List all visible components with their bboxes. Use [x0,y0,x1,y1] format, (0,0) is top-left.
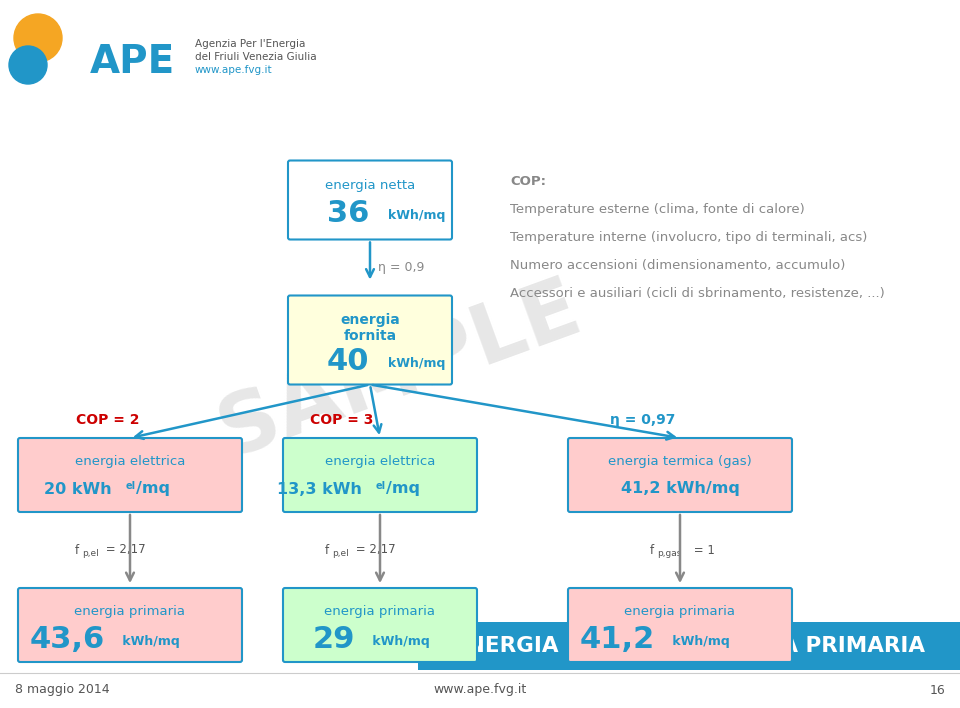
Text: = 2,17: = 2,17 [352,544,396,556]
Bar [418,622,960,670]
Text: Agenzia Per l'Energia: Agenzia Per l'Energia [195,39,305,49]
Text: energia primaria: energia primaria [75,605,185,617]
Text: 29: 29 [313,624,355,653]
Text: /mq: /mq [136,481,170,496]
Text: energia elettrica: energia elettrica [324,455,435,467]
Circle shape [14,14,62,62]
Text: kWh/mq: kWh/mq [388,358,445,370]
Text: www.ape.fvg.it: www.ape.fvg.it [433,683,527,697]
Text: Temperature interne (involucro, tipo di terminali, acs): Temperature interne (involucro, tipo di … [510,231,868,244]
FancyBboxPatch shape [18,438,242,512]
FancyBboxPatch shape [568,438,792,512]
Text: Accessori e ausiliari (cicli di sbrinamento, resistenze, ...): Accessori e ausiliari (cicli di sbriname… [510,287,885,300]
Text: = 1: = 1 [690,544,715,556]
Text: 43,6: 43,6 [30,624,105,653]
Text: energia primaria: energia primaria [625,605,735,617]
Text: Temperature esterne (clima, fonte di calore): Temperature esterne (clima, fonte di cal… [510,203,804,216]
Text: 16: 16 [929,683,945,697]
FancyBboxPatch shape [283,588,477,662]
Text: 40: 40 [326,348,370,377]
Text: kWh/mq: kWh/mq [118,634,180,648]
Text: energia primaria: energia primaria [324,605,436,617]
Text: 41,2 kWh/mq: 41,2 kWh/mq [620,481,739,496]
Text: f: f [650,544,654,556]
Text: /mq: /mq [386,481,420,496]
Text: = 2,17: = 2,17 [102,544,146,556]
FancyBboxPatch shape [288,295,452,384]
Text: η = 0,9: η = 0,9 [378,261,424,274]
FancyBboxPatch shape [288,161,452,239]
FancyBboxPatch shape [283,438,477,512]
Text: kWh/mq: kWh/mq [388,210,445,222]
Text: COP:: COP: [510,175,546,188]
Text: el: el [376,481,386,491]
Circle shape [9,46,47,84]
Text: kWh/mq: kWh/mq [668,634,730,648]
Text: energia elettrica: energia elettrica [75,455,185,467]
Text: Numero accensioni (dimensionamento, accumulo): Numero accensioni (dimensionamento, accu… [510,259,846,272]
FancyBboxPatch shape [568,588,792,662]
Text: f: f [325,544,329,556]
Text: 36: 36 [326,200,370,229]
Text: fornita: fornita [344,329,396,343]
Text: SAMPLE: SAMPLE [208,267,591,473]
Text: 41,2: 41,2 [580,624,655,653]
Text: p,gas: p,gas [657,549,682,557]
Text: energia netta: energia netta [324,180,415,193]
Text: p,el: p,el [332,549,348,557]
Text: del Friuli Venezia Giulia: del Friuli Venezia Giulia [195,52,317,62]
Text: APE: APE [90,43,176,81]
Text: kWh/mq: kWh/mq [368,634,430,648]
Text: COP = 3: COP = 3 [310,413,373,427]
Text: energia: energia [340,313,400,327]
Text: p,el: p,el [82,549,99,557]
Text: www.ape.fvg.it: www.ape.fvg.it [195,65,273,75]
Text: f: f [75,544,79,556]
FancyBboxPatch shape [18,588,242,662]
Text: 8 maggio 2014: 8 maggio 2014 [15,683,109,697]
Text: energia termica (gas): energia termica (gas) [608,455,752,467]
Text: 13,3 kWh: 13,3 kWh [277,481,362,496]
Text: ENERGIA NETTA ED ENERGIA PRIMARIA: ENERGIA NETTA ED ENERGIA PRIMARIA [452,636,925,656]
Text: η = 0,97: η = 0,97 [610,413,676,427]
Text: 20 kWh: 20 kWh [44,481,112,496]
Text: el: el [126,481,136,491]
Text: COP = 2: COP = 2 [76,413,140,427]
